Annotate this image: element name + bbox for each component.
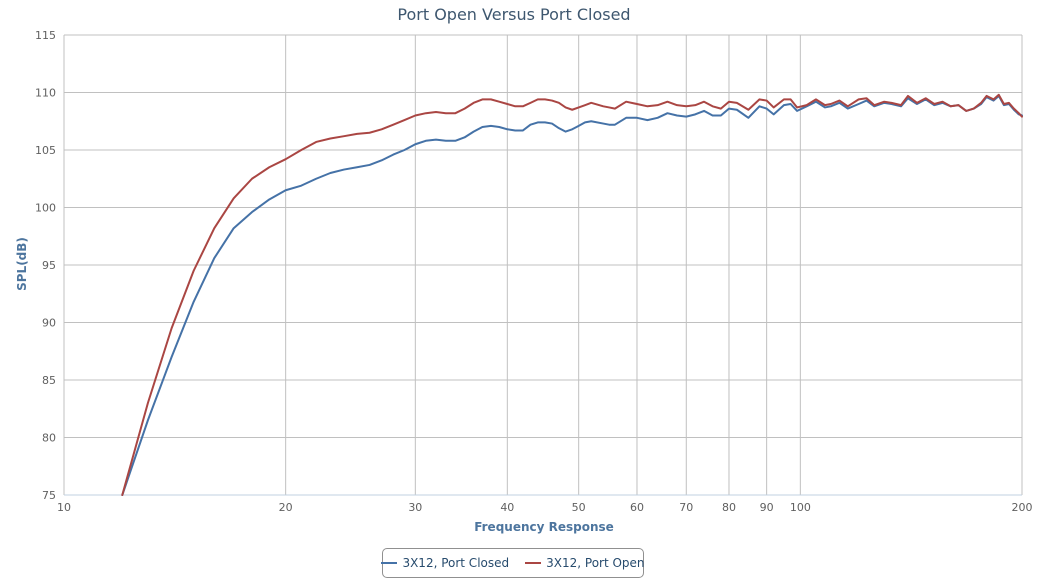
x-tick-label: 200 — [1012, 501, 1033, 514]
chart-title: Port Open Versus Port Closed — [397, 5, 630, 24]
x-tick-label: 80 — [722, 501, 736, 514]
x-tick-label: 10 — [57, 501, 71, 514]
series-line-port-open[interactable] — [121, 93, 1023, 496]
y-tick-label: 85 — [42, 374, 56, 387]
x-tick-label: 40 — [500, 501, 514, 514]
y-tick-label: 80 — [42, 432, 56, 445]
x-tick-label: 60 — [630, 501, 644, 514]
series-group — [121, 93, 1023, 496]
y-tick-label: 110 — [35, 87, 56, 100]
y-tick-label: 100 — [35, 202, 56, 215]
y-tick-label: 90 — [42, 317, 56, 330]
series-line-port-closed[interactable] — [121, 94, 1023, 496]
x-tick-label: 20 — [279, 501, 293, 514]
y-tick-label: 75 — [42, 489, 56, 502]
y-tick-label: 95 — [42, 259, 56, 272]
x-tick-label: 30 — [408, 501, 422, 514]
legend-item-port-closed[interactable]: 3X12, Port Closed — [381, 556, 509, 570]
y-axis-title: SPL(dB) — [15, 237, 29, 291]
x-tick-label: 50 — [572, 501, 586, 514]
y-tick-label: 105 — [35, 144, 56, 157]
tick-labels: 75 80 85 90 95 100 105 110 115 10 20 30 40 50 60 70 80 90… — [35, 29, 1033, 514]
x-tick-label: 90 — [760, 501, 774, 514]
legend-item-port-open[interactable]: 3X12, Port Open — [525, 556, 645, 570]
x-tick-label: 100 — [790, 501, 811, 514]
legend-swatch-port-open — [525, 562, 542, 564]
legend-swatch-port-closed — [381, 562, 398, 564]
grid-lines — [63, 34, 1023, 496]
legend-label-port-open: 3X12, Port Open — [546, 556, 645, 570]
legend: 3X12, Port Closed 3X12, Port Open — [381, 548, 645, 578]
x-axis-title: Frequency Response — [474, 520, 614, 534]
x-tick-label: 70 — [679, 501, 693, 514]
y-tick-label: 115 — [35, 29, 56, 42]
legend-label-port-closed: 3X12, Port Closed — [402, 556, 510, 570]
